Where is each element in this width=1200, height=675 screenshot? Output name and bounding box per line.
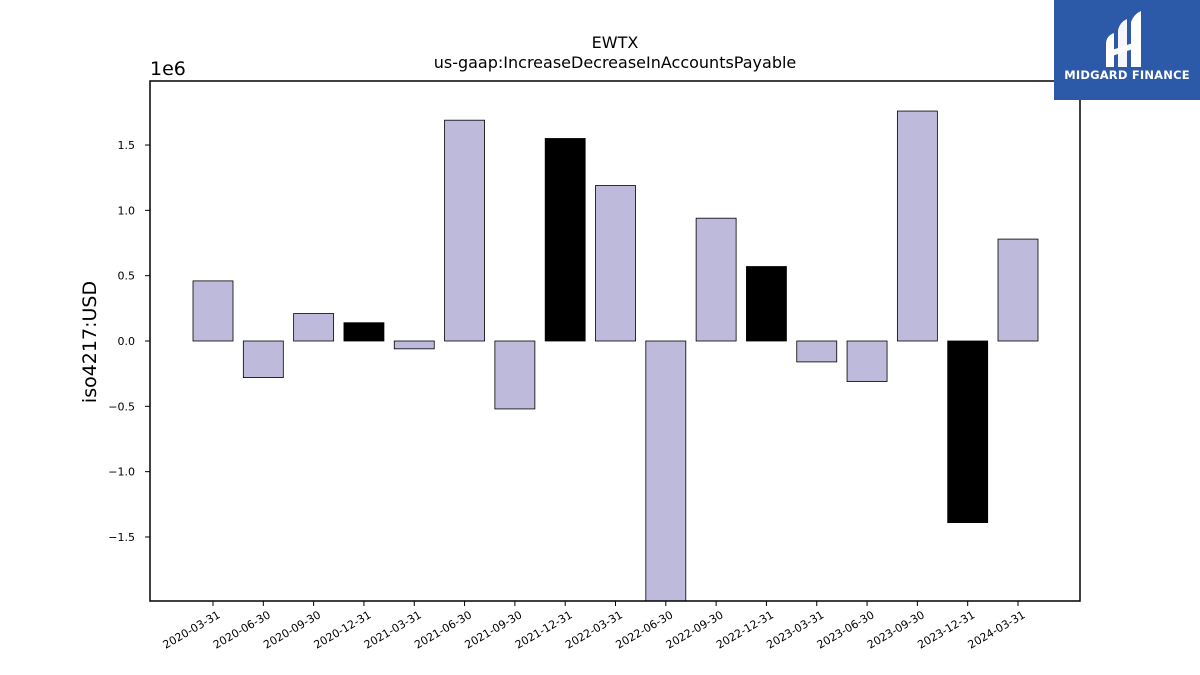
y-tick-label: 1.0 [118,204,136,217]
bar-2021-12-31 [544,138,586,342]
y-axis-label: iso4217:USD [79,281,101,403]
bar-2022-03-31 [595,185,636,342]
bar-2022-06-30 [645,340,687,602]
bars-group [192,110,1039,602]
chart-title: EWTX [592,33,639,52]
y-tick-label: −1.5 [108,531,135,544]
y-axis: −1.5 −1.0 −0.5 0.0 0.5 1.0 1.5 [108,139,150,544]
bar-2021-06-30 [444,119,485,342]
bar-2023-06-30 [846,340,888,382]
bar-2021-09-30 [494,340,536,410]
midgard-logo-icon [1106,11,1141,67]
x-tick-label: 2024-03-31 [966,608,1028,651]
bar-2020-09-30 [293,313,335,342]
y-tick-label: −1.0 [108,466,135,479]
bar-2023-09-30 [896,110,938,342]
y-offset-label: 1e6 [150,58,186,80]
bar-2022-12-31 [746,266,787,342]
y-tick-label: 1.5 [118,139,136,152]
y-tick-label: 0.5 [118,270,136,283]
bar-2024-03-31 [997,238,1039,342]
bar-2022-09-30 [695,217,737,342]
bar-2023-12-31 [947,340,989,524]
bar-2020-12-31 [343,322,385,342]
y-tick-label: −0.5 [108,400,135,413]
chart-subtitle: us-gaap:IncreaseDecreaseInAccountsPayabl… [434,53,797,72]
x-axis: 2020-03-312020-06-302020-09-302020-12-31… [161,601,1028,652]
midgard-finance-logo: MIDGARD FINANCE [1054,0,1200,100]
bar-2020-06-30 [242,340,284,378]
bar-2020-03-31 [192,280,234,342]
bar-2021-03-31 [393,340,435,350]
bar-2023-03-31 [796,340,838,363]
plot-frame [149,80,1081,602]
logo-text: MIDGARD FINANCE [1064,68,1190,82]
y-tick-label: 0.0 [118,335,136,348]
